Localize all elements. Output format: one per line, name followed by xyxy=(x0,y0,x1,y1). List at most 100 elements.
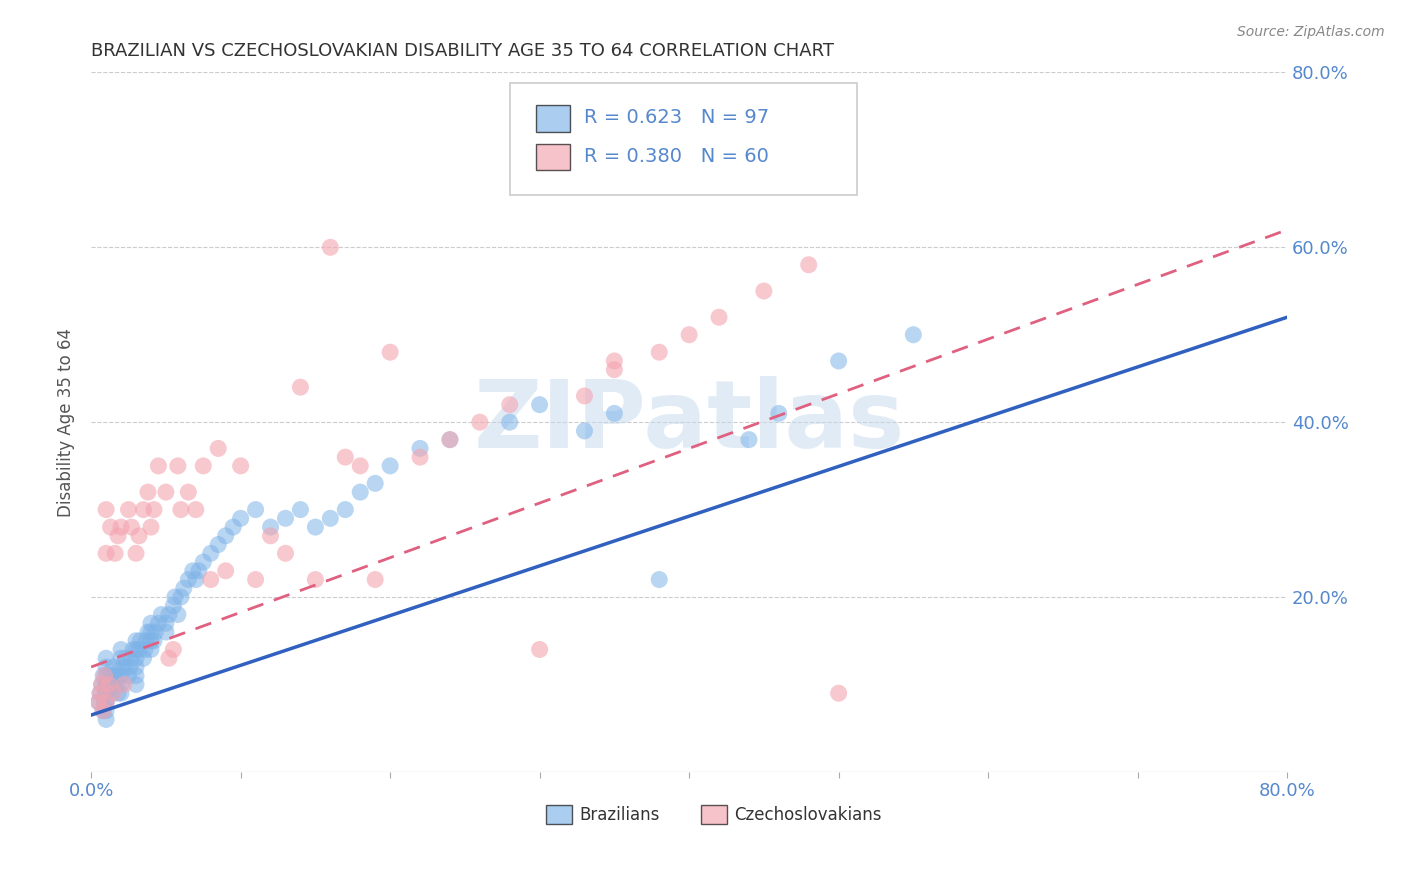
Point xyxy=(827,354,849,368)
Point xyxy=(155,616,177,631)
Point xyxy=(207,538,229,552)
Point xyxy=(108,669,131,683)
Point xyxy=(112,660,135,674)
Point xyxy=(110,686,132,700)
Point xyxy=(215,564,238,578)
Point xyxy=(499,398,522,412)
Point xyxy=(94,695,117,709)
Point xyxy=(155,485,177,500)
Point xyxy=(827,686,849,700)
Point xyxy=(319,240,342,254)
FancyBboxPatch shape xyxy=(536,144,569,170)
Point xyxy=(87,695,110,709)
Point xyxy=(207,442,229,456)
Point xyxy=(139,642,162,657)
Point xyxy=(162,599,184,613)
Point xyxy=(245,573,267,587)
FancyBboxPatch shape xyxy=(546,805,572,824)
Text: R = 0.380   N = 60: R = 0.380 N = 60 xyxy=(583,147,769,166)
Point xyxy=(274,511,297,525)
Point xyxy=(110,669,132,683)
Point xyxy=(134,642,156,657)
Point xyxy=(155,625,177,640)
Point xyxy=(245,502,267,516)
Point xyxy=(648,345,671,359)
Point xyxy=(94,669,117,683)
Point xyxy=(678,327,700,342)
Text: R = 0.623   N = 97: R = 0.623 N = 97 xyxy=(583,109,769,128)
Point xyxy=(94,502,117,516)
Point xyxy=(110,642,132,657)
Point xyxy=(364,476,387,491)
Point xyxy=(122,642,145,657)
Point xyxy=(529,398,551,412)
Point xyxy=(184,573,207,587)
Point xyxy=(177,485,200,500)
Point xyxy=(529,642,551,657)
Point xyxy=(752,284,775,298)
Point xyxy=(94,546,117,560)
Point xyxy=(100,520,122,534)
Point xyxy=(132,651,155,665)
Point xyxy=(145,625,167,640)
Point xyxy=(349,458,371,473)
Point xyxy=(103,660,125,674)
Point xyxy=(94,686,117,700)
Point xyxy=(128,529,150,543)
Point xyxy=(648,573,671,587)
Point xyxy=(259,520,281,534)
Point xyxy=(110,677,132,691)
Point xyxy=(125,642,148,657)
Point xyxy=(603,362,626,376)
Point xyxy=(94,677,117,691)
Point xyxy=(166,458,188,473)
Point xyxy=(177,573,200,587)
Point xyxy=(94,686,117,700)
Point xyxy=(90,677,112,691)
Point xyxy=(91,704,114,718)
Point xyxy=(125,633,148,648)
Text: BRAZILIAN VS CZECHOSLOVAKIAN DISABILITY AGE 35 TO 64 CORRELATION CHART: BRAZILIAN VS CZECHOSLOVAKIAN DISABILITY … xyxy=(91,42,834,60)
Point xyxy=(94,713,117,727)
Point xyxy=(107,529,129,543)
Point xyxy=(90,677,112,691)
Point xyxy=(148,616,170,631)
Y-axis label: Disability Age 35 to 64: Disability Age 35 to 64 xyxy=(58,327,75,516)
Point xyxy=(170,502,193,516)
Point xyxy=(468,415,491,429)
Point xyxy=(193,555,215,569)
Point xyxy=(304,520,326,534)
Point xyxy=(139,625,162,640)
Point xyxy=(439,433,461,447)
Point xyxy=(173,582,195,596)
Point xyxy=(274,546,297,560)
Point xyxy=(105,677,128,691)
Point xyxy=(118,660,141,674)
Point xyxy=(139,520,162,534)
Point xyxy=(93,669,115,683)
Point xyxy=(181,564,204,578)
Point xyxy=(499,415,522,429)
Point xyxy=(128,642,150,657)
Point xyxy=(574,389,596,403)
Text: ZIPatlas: ZIPatlas xyxy=(474,376,905,468)
Point xyxy=(107,686,129,700)
Text: Source: ZipAtlas.com: Source: ZipAtlas.com xyxy=(1237,25,1385,39)
Point xyxy=(150,607,173,622)
Point xyxy=(91,704,114,718)
Point xyxy=(125,677,148,691)
Point xyxy=(290,380,312,394)
Point xyxy=(93,695,115,709)
Point xyxy=(229,458,252,473)
Point xyxy=(768,406,790,420)
Point xyxy=(112,677,135,691)
Point xyxy=(574,424,596,438)
Point xyxy=(125,651,148,665)
Point xyxy=(103,677,125,691)
Point xyxy=(98,677,121,691)
Point xyxy=(94,695,117,709)
Point xyxy=(349,485,371,500)
Point xyxy=(409,442,432,456)
Point xyxy=(135,633,157,648)
Point xyxy=(259,529,281,543)
